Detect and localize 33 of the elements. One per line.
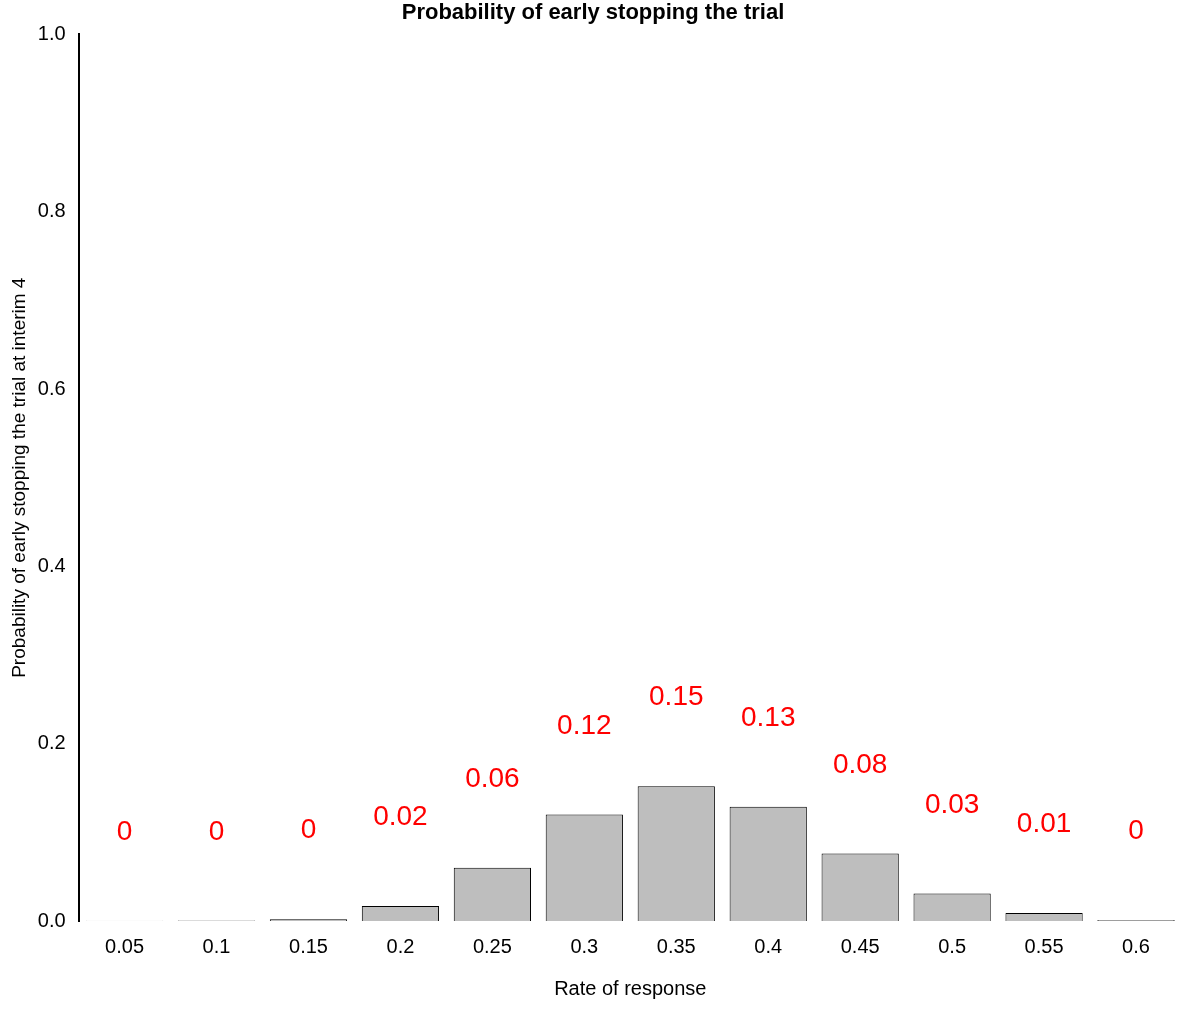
y-tick-label: 0.6: [37, 376, 66, 399]
data-label: 0: [116, 814, 133, 846]
x-tick-label: 0.1: [202, 934, 231, 957]
data-label: 0.13: [740, 700, 796, 732]
data-label: 0.03: [924, 787, 980, 819]
x-tick-label: 0.55: [1024, 934, 1064, 957]
x-tick-label: 0.45: [840, 934, 880, 957]
x-axis-title: Rate of response: [554, 976, 707, 999]
x-tick-label: 0.4: [754, 934, 783, 957]
x-tick-label: 0.05: [105, 934, 145, 957]
x-tick-label: 0.6: [1122, 934, 1150, 957]
data-label: 0.08: [832, 747, 888, 779]
y-tick-label: 1.0: [37, 21, 66, 44]
y-tick-label: 0.8: [37, 199, 66, 222]
data-label: 0.02: [373, 799, 428, 831]
x-tick-label: 0.2: [386, 934, 415, 957]
data-label: 0.06: [465, 761, 520, 793]
chart-title: Probability of early stopping the trial: [401, 0, 785, 25]
y-tick-label: 0.4: [37, 553, 66, 576]
y-tick-label: 0.0: [37, 908, 66, 931]
x-tick-label: 0.35: [656, 934, 696, 957]
x-tick-label: 0.3: [570, 934, 599, 957]
data-label: 0: [208, 814, 225, 846]
data-label: 0: [1128, 814, 1144, 846]
x-tick-label: 0.5: [938, 934, 967, 957]
data-label: 0.01: [1016, 807, 1072, 839]
data-label: 0.12: [557, 708, 612, 740]
data-label: 0: [300, 813, 317, 845]
x-tick-label: 0.25: [472, 934, 512, 957]
data-label: 0.15: [649, 680, 704, 712]
y-axis-title: Probability of early stopping the trial at interim 4: [7, 277, 29, 678]
x-tick-label: 0.15: [289, 934, 328, 957]
y-tick-label: 0.2: [37, 731, 66, 754]
